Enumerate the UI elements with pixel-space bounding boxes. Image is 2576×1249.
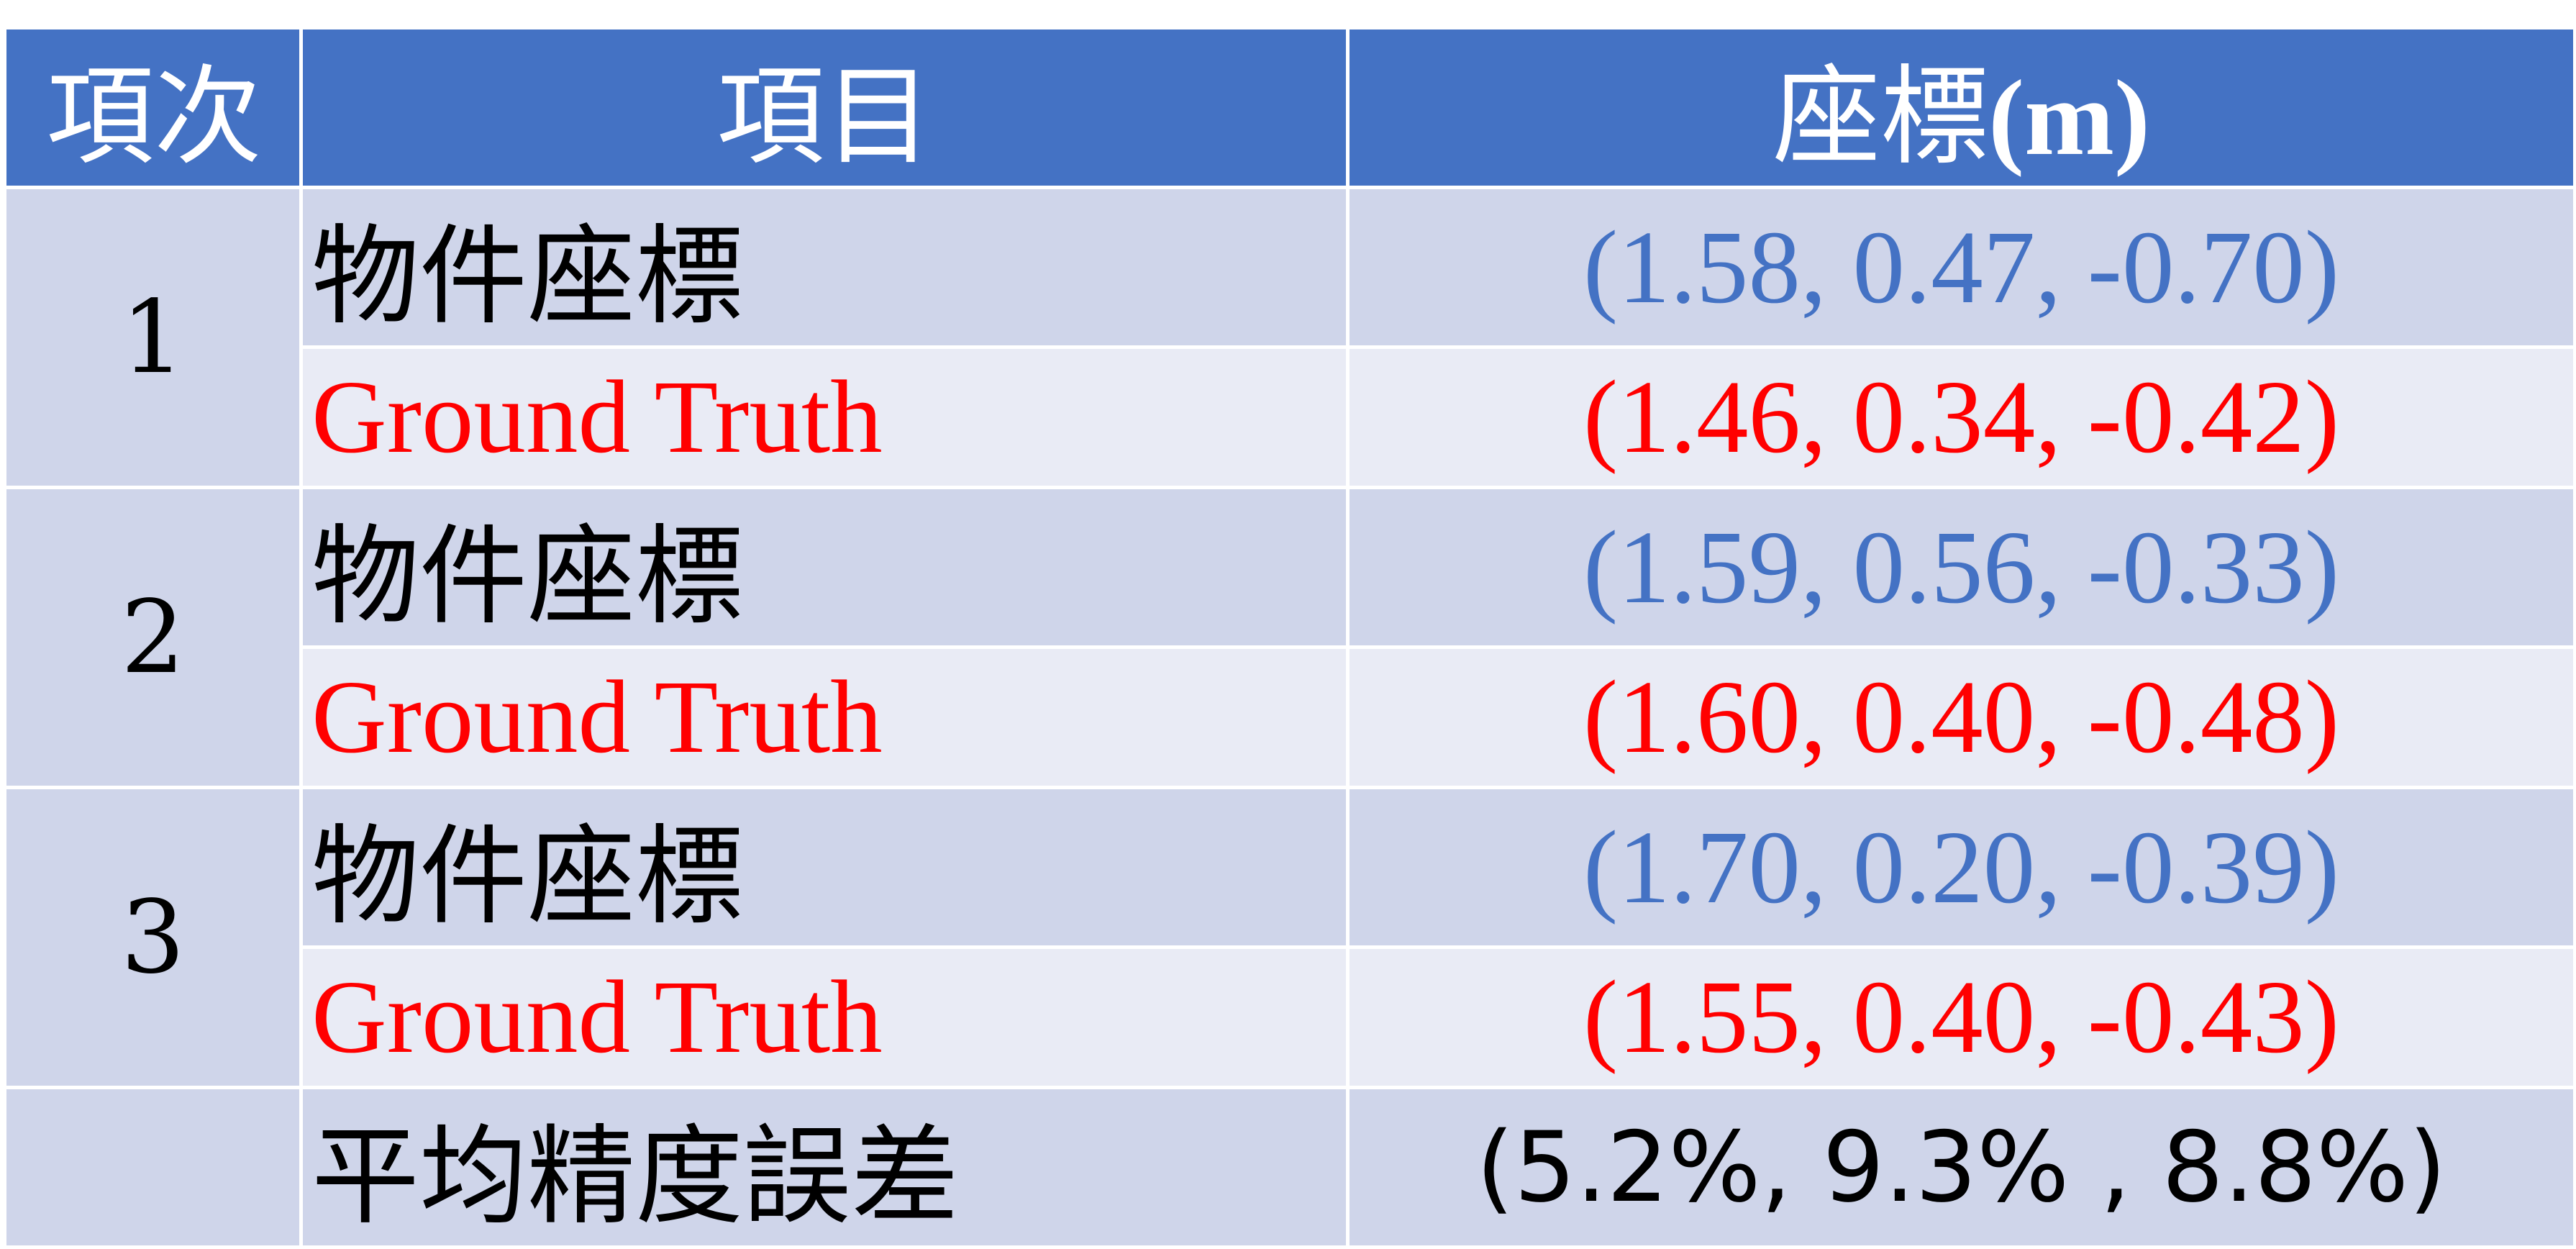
row-index: 1 <box>3 186 303 489</box>
object-coord-label: 物件座標 <box>299 486 1350 649</box>
object-coord-value: (1.59, 0.56, -0.33) <box>1346 486 2576 649</box>
coordinate-table: 項次 項目 座標(m) 1 物件座標 (1.58, 0.47, -0.70) G… <box>3 26 2576 1249</box>
ground-truth-value: (1.55, 0.40, -0.43) <box>1346 945 2576 1089</box>
object-coord-label: 物件座標 <box>299 786 1350 949</box>
summary-index-empty <box>3 1086 303 1249</box>
row-index: 2 <box>3 486 303 789</box>
row-index: 3 <box>3 786 303 1089</box>
table-row: Ground Truth (1.60, 0.40, -0.48) <box>5 645 2576 789</box>
ground-truth-label: Ground Truth <box>299 945 1350 1089</box>
table-row: 2 物件座標 (1.59, 0.56, -0.33) <box>3 486 2576 789</box>
object-coord-value: (1.70, 0.20, -0.39) <box>1346 786 2576 949</box>
header-coord-label: 座標 <box>1772 55 1989 180</box>
table-row: Ground Truth (1.46, 0.34, -0.42) <box>5 345 2576 489</box>
object-coord-value: (1.58, 0.47, -0.70) <box>1346 186 2576 349</box>
header-index: 項次 <box>3 26 303 189</box>
summary-row: 平均精度誤差 (5.2%, 9.3% , 8.8%) <box>3 1086 2576 1249</box>
header-row: 項次 項目 座標(m) <box>3 26 2576 189</box>
object-coord-label: 物件座標 <box>299 186 1350 349</box>
summary-label: 平均精度誤差 <box>299 1086 1350 1249</box>
table-row: 3 物件座標 (1.70, 0.20, -0.39) <box>3 786 2576 1089</box>
ground-truth-label: Ground Truth <box>299 345 1350 489</box>
table-row: Ground Truth (1.55, 0.40, -0.43) <box>5 945 2576 1089</box>
summary-value: (5.2%, 9.3% , 8.8%) <box>1346 1086 2576 1249</box>
header-coord: 座標(m) <box>1346 26 2576 189</box>
ground-truth-value: (1.46, 0.34, -0.42) <box>1346 345 2576 489</box>
table-row: 1 物件座標 (1.58, 0.47, -0.70) <box>3 186 2576 489</box>
header-item: 項目 <box>299 26 1350 189</box>
ground-truth-value: (1.60, 0.40, -0.48) <box>1346 645 2576 789</box>
header-coord-unit: (m) <box>1988 58 2150 178</box>
ground-truth-label: Ground Truth <box>299 645 1350 789</box>
